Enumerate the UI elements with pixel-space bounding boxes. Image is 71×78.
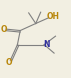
Text: N: N [43, 40, 50, 49]
Text: O: O [6, 58, 12, 67]
Text: O: O [1, 25, 7, 34]
Text: OH: OH [46, 12, 59, 21]
